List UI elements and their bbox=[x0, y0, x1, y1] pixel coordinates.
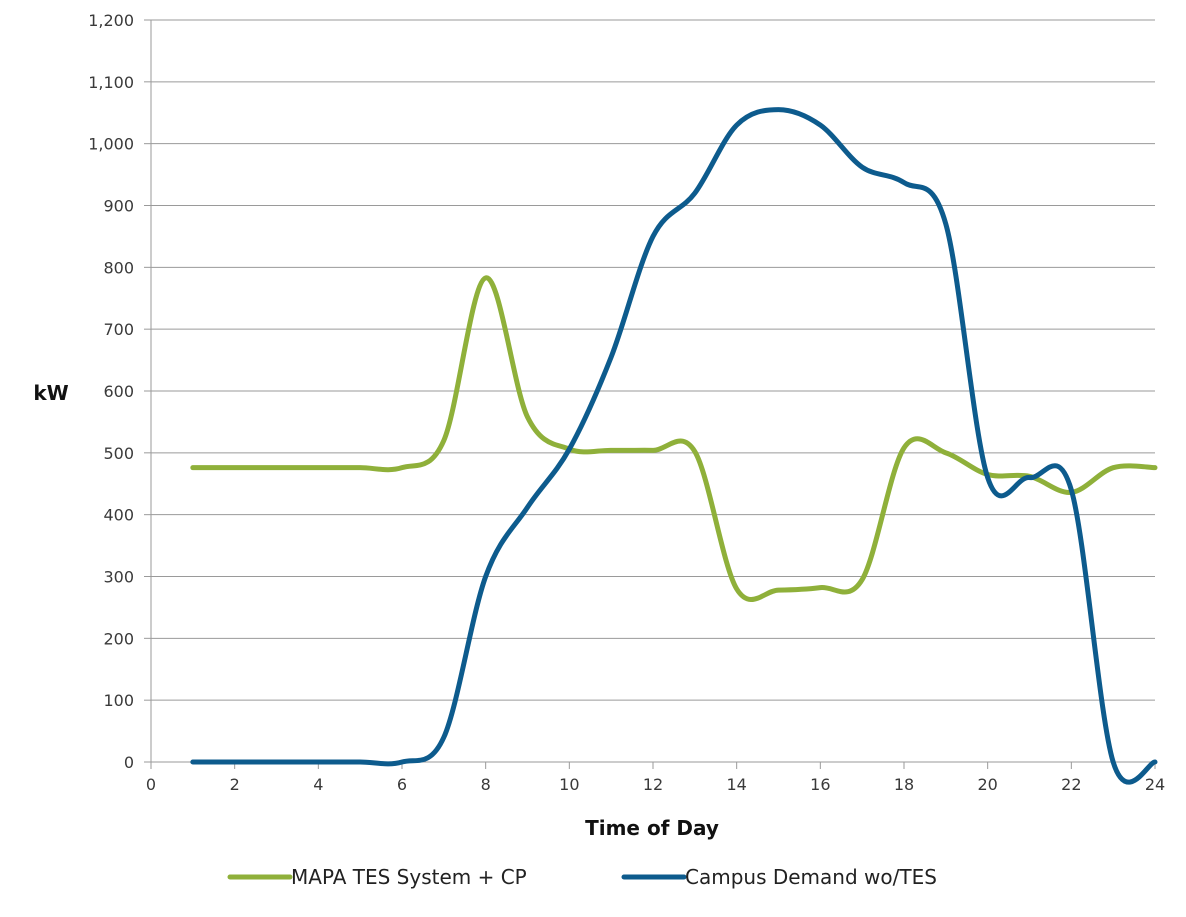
x-tick-label: 12 bbox=[643, 775, 663, 794]
x-tick-label: 22 bbox=[1061, 775, 1081, 794]
x-tick-label: 4 bbox=[313, 775, 323, 794]
legend-label-series-1: MAPA TES System + CP bbox=[291, 865, 527, 889]
y-tick-label: 500 bbox=[103, 444, 134, 463]
y-tick-label: 100 bbox=[103, 691, 134, 710]
series-line-1 bbox=[190, 275, 1158, 602]
x-tick-label: 8 bbox=[481, 775, 491, 794]
axes bbox=[144, 19, 1156, 769]
x-tick-label: 18 bbox=[894, 775, 914, 794]
x-tick-label: 0 bbox=[146, 775, 156, 794]
legend: MAPA TES System + CP Campus Demand wo/TE… bbox=[227, 865, 937, 889]
y-tick-label: 1,100 bbox=[88, 73, 134, 92]
x-tick-label: 6 bbox=[397, 775, 407, 794]
x-tick-label: 20 bbox=[977, 775, 997, 794]
x-tick-label: 16 bbox=[810, 775, 830, 794]
x-tick-label: 24 bbox=[1145, 775, 1165, 794]
y-tick-label: 700 bbox=[103, 320, 134, 339]
y-tick-label: 600 bbox=[103, 382, 134, 401]
x-axis-title: Time of Day bbox=[585, 816, 719, 840]
y-tick-label: 1,200 bbox=[88, 11, 134, 30]
series-line-2 bbox=[190, 107, 1158, 785]
y-tick-label: 900 bbox=[103, 197, 134, 216]
y-tick-label: 0 bbox=[124, 753, 134, 772]
x-tick-label: 14 bbox=[726, 775, 746, 794]
legend-label-series-2: Campus Demand wo/TES bbox=[685, 865, 937, 889]
x-tick-label: 10 bbox=[559, 775, 579, 794]
x-tick-label: 2 bbox=[230, 775, 240, 794]
y-axis-title: kW bbox=[33, 381, 68, 405]
series-lines bbox=[190, 107, 1158, 785]
y-tick-label: 300 bbox=[103, 568, 134, 587]
y-tick-label: 400 bbox=[103, 506, 134, 525]
y-tick-label: 1,000 bbox=[88, 135, 134, 154]
gridlines bbox=[151, 19, 1155, 701]
y-tick-label: 200 bbox=[103, 629, 134, 648]
y-tick-label: 800 bbox=[103, 258, 134, 277]
tick-labels: 01002003004005006007008009001,0001,1001,… bbox=[88, 11, 1165, 794]
